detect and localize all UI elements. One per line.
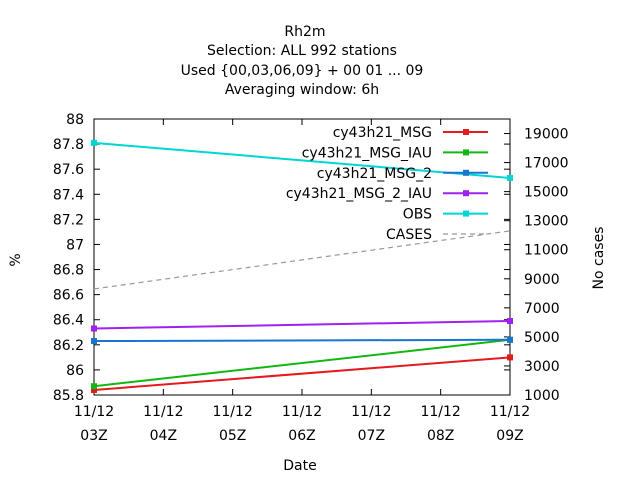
y2-tick-label: 1000 (524, 388, 560, 404)
chart-subtitle-1: Selection: ALL 992 stations (207, 43, 397, 59)
series-line-cy43h21_MSG_2 (93, 338, 511, 343)
x-tick-label-date: 11/12 (351, 404, 391, 420)
series-line-cy43h21_MSG_IAU (93, 338, 511, 388)
y-tick-label: 88 (66, 112, 84, 128)
series-point-cy43h21_MSG (507, 354, 513, 361)
x-tick-label-date: 11/12 (420, 404, 460, 420)
x-tick-label-hour: 08Z (427, 428, 454, 444)
x-tick-label-hour: 06Z (288, 428, 315, 444)
y2-tick-label: 5000 (524, 330, 560, 346)
series-point-cy43h21_MSG_2 (91, 338, 97, 345)
x-tick-label-date: 11/12 (490, 404, 530, 420)
legend-label-CASES: CASES (386, 227, 432, 243)
y-tick-label: 86.6 (53, 288, 84, 304)
legend-marker-cy43h21_MSG_2_IAU (463, 190, 469, 197)
y-tick-label: 87.2 (53, 212, 84, 228)
x-tick-label-hour: 05Z (219, 428, 246, 444)
y-axis-label: % (8, 253, 24, 266)
y2-tick-label: 17000 (524, 156, 569, 172)
y2-tick-label: 7000 (524, 301, 560, 317)
chart-subtitle-2: Used {00,03,06,09} + 00 01 ... 09 (181, 63, 424, 79)
series-line-cy43h21_MSG_2_IAU (93, 319, 511, 330)
y-tick-label: 86.8 (53, 263, 84, 279)
legend-label-cy43h21_MSG: cy43h21_MSG (333, 125, 432, 141)
y2-tick-label: 19000 (524, 127, 569, 143)
y-tick-label: 86.2 (53, 338, 84, 354)
x-tick-label-date: 11/12 (212, 404, 252, 420)
y-tick-label: 87.6 (53, 162, 84, 178)
chart-title: Rh2m (284, 24, 325, 40)
series-line-OBS (93, 141, 511, 179)
x-tick-label-hour: 03Z (80, 428, 107, 444)
y-tick-label: 86.4 (53, 313, 84, 329)
x-tick-label-date: 11/12 (282, 404, 322, 420)
y2-tick-label: 11000 (524, 243, 569, 259)
y2-tick-label: 15000 (524, 185, 569, 201)
y2-tick-label: 9000 (524, 272, 560, 288)
series-line-cy43h21_MSG (93, 356, 511, 391)
y2-axis: 1000 3000 5000 7000 9000 11000 13000 15000 17000… (504, 127, 569, 404)
legend: cy43h21_MSG cy43h21_MSG_IAU cy43h21_MSG_2c… (286, 125, 488, 243)
series-point-cy43h21_MSG (91, 386, 97, 393)
series-point-OBS (507, 174, 513, 181)
series-point-OBS (91, 139, 97, 146)
series-point-cy43h21_MSG_2 (507, 336, 513, 343)
x-tick-label-hour: 09Z (496, 428, 523, 444)
y-tick-label: 87.4 (53, 187, 84, 203)
y-axis: 85.8 86 86.2 86.4 86.6 86.8 87 87.2 87.4 87.6 87.8… (53, 112, 510, 404)
x-tick-label-date: 11/12 (74, 404, 114, 420)
legend-marker-cy43h21_MSG_IAU (463, 149, 469, 156)
y2-axis-label: No cases (591, 227, 607, 290)
legend-label-cy43h21_MSG_2_IAU: cy43h21_MSG_2_IAU (286, 186, 432, 202)
y-tick-label: 87 (66, 237, 84, 253)
legend-marker-cy43h21_MSG_2 (463, 169, 469, 176)
x-axis: 11/12 03Z 11/12 04Z 11/12 05Z 11/12 06Z 11/12 07Z… (74, 119, 530, 444)
x-axis-label: Date (283, 458, 316, 474)
legend-label-OBS: OBS (403, 207, 432, 223)
y2-tick-label: 13000 (524, 214, 569, 230)
x-tick-label-hour: 04Z (150, 428, 177, 444)
series-point-cy43h21_MSG_2_IAU (91, 325, 97, 332)
x-tick-label-hour: 07Z (358, 428, 385, 444)
y-tick-label: 86 (66, 363, 84, 379)
series-point-cy43h21_MSG_2_IAU (507, 317, 513, 324)
legend-marker-OBS (463, 210, 469, 217)
legend-label-cy43h21_MSG_IAU: cy43h21_MSG_IAU (302, 145, 432, 161)
series-layer (91, 139, 513, 393)
legend-label-cy43h21_MSG_2: cy43h21_MSG_2 (317, 166, 432, 182)
chart-subtitle-3: Averaging window: 6h (225, 82, 379, 98)
y-tick-label: 85.8 (53, 388, 84, 404)
y-tick-label: 87.8 (53, 137, 84, 153)
legend-marker-cy43h21_MSG (463, 129, 469, 135)
y2-tick-label: 3000 (524, 359, 560, 375)
x-tick-label-date: 11/12 (143, 404, 183, 420)
series-point-cy43h21_MSG_IAU (91, 383, 97, 390)
series-line-CASES (93, 230, 511, 290)
